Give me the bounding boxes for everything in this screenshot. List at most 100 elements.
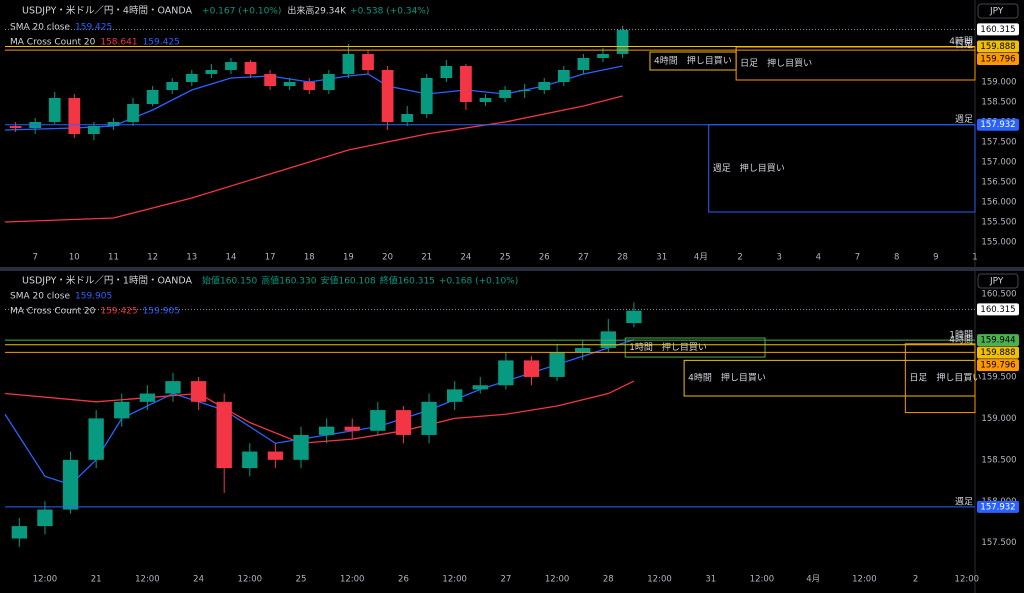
x-tick-label: 2: [737, 253, 742, 263]
candle-body: [283, 82, 296, 86]
candle-body: [362, 54, 374, 70]
y-tick-label: 160.500: [981, 290, 1016, 300]
y-tick-label: 156.000: [981, 198, 1016, 208]
panel-separator: [0, 267, 1024, 271]
y-tick-label: 157.500: [981, 138, 1016, 148]
candle-body: [244, 62, 257, 74]
x-tick-label: 24: [193, 575, 204, 585]
x-tick-label: 18: [304, 253, 315, 263]
y-tick-label: 155.500: [981, 218, 1016, 228]
currency-button[interactable]: [977, 273, 1019, 289]
indicator-value: 159.905: [143, 307, 180, 317]
price-level-tag: 1時間: [949, 330, 973, 341]
x-tick-label: 27: [578, 253, 589, 263]
candle-body: [518, 90, 531, 91]
zone-label: 日足 押し目買い: [909, 372, 981, 384]
symbol-title: USDJPY・米ドル／円・4時間・OANDA: [22, 5, 193, 17]
y-tick-label: 156.500: [981, 178, 1016, 188]
candle-body: [9, 126, 22, 128]
candle-body: [190, 381, 207, 402]
x-tick-label: 31: [705, 575, 716, 585]
candle-body: [395, 410, 412, 435]
x-tick-label: 14: [226, 253, 237, 263]
price-level-tag: 4時間: [949, 36, 973, 47]
price-tag-label: 160.315: [980, 305, 1015, 315]
price-tag-label: 159.796: [980, 361, 1015, 371]
price-level-tag: 4時間: [949, 334, 973, 345]
candle-body: [446, 389, 463, 402]
candle-body: [557, 70, 570, 82]
x-tick-label: 10: [69, 253, 80, 263]
symbol-title: USDJPY・米ドル／円・1時間・OANDA: [22, 275, 193, 287]
x-tick-label: 25: [296, 575, 307, 585]
x-tick-label: 8: [894, 253, 899, 263]
candle-body: [303, 82, 316, 90]
indicator-line: [4, 95, 623, 223]
y-tick-label: 159.000: [981, 414, 1016, 424]
candle-body: [420, 78, 433, 114]
price-tag-label: 159.888: [980, 42, 1015, 52]
volume-change: +0.538 (+0.34%): [350, 7, 429, 17]
price-level-tag: 週足: [955, 114, 973, 125]
candle-body: [538, 82, 551, 90]
candle-body: [139, 393, 156, 402]
candle-body: [575, 347, 591, 353]
x-tick-label: 12:00: [340, 575, 365, 585]
candle-body: [342, 54, 355, 74]
candle-body: [267, 451, 284, 460]
currency-label[interactable]: JPY: [989, 277, 1004, 287]
candle-body: [626, 310, 642, 324]
ohlc-value: 安値160.108: [320, 275, 375, 287]
candle-body: [401, 114, 414, 122]
y-tick-label: 157.000: [981, 158, 1016, 168]
candle-body: [205, 70, 218, 74]
candle-body: [549, 352, 565, 377]
candle-body: [381, 70, 394, 122]
price-change: +0.168 (+0.10%): [439, 277, 518, 287]
price-tag: [977, 334, 1019, 347]
x-tick-label: 1: [972, 253, 977, 263]
candle-body: [165, 381, 181, 394]
zone-box: [735, 46, 976, 81]
x-tick-label: 12:00: [955, 575, 980, 585]
candle-body: [88, 418, 104, 460]
zone-label: 1時間 押し目買い: [629, 341, 707, 353]
indicator-line: [4, 339, 635, 486]
candle-body: [37, 509, 53, 527]
currency-label[interactable]: JPY: [989, 7, 1004, 17]
candle-body: [322, 74, 335, 90]
zone-label: 4時間 押し目買い: [688, 372, 766, 384]
x-tick-label: 28: [603, 575, 614, 585]
x-tick-label: 17: [265, 253, 276, 263]
currency-button[interactable]: [977, 3, 1019, 19]
price-level-tag: 週足: [955, 496, 973, 507]
x-tick-label: 12: [147, 253, 158, 263]
x-tick-label: 11: [108, 253, 119, 263]
candle-body: [499, 90, 511, 98]
ohlc-value: 終値160.315: [380, 275, 435, 287]
candle-body: [421, 401, 437, 435]
price-tag: [977, 118, 1019, 131]
candle-body: [185, 74, 198, 82]
zone-box: [904, 343, 976, 414]
volume: 出来高29.34K: [287, 5, 347, 17]
x-tick-label: 12:00: [647, 575, 672, 585]
indicator-name: SMA 20 close: [10, 23, 70, 33]
candle-body: [114, 401, 130, 419]
zone-label: 週足 押し目買い: [713, 162, 785, 174]
candle-body: [11, 526, 28, 539]
x-tick-label: 4月: [694, 253, 708, 263]
x-tick-label: 2: [913, 575, 918, 585]
price-tag-label: 159.944: [980, 336, 1015, 346]
x-tick-label: 12:00: [750, 575, 775, 585]
candle-body: [216, 401, 232, 469]
candle-body: [166, 82, 179, 90]
x-tick-label: 24: [461, 253, 472, 263]
y-tick-label: 155.000: [981, 238, 1016, 248]
candle-body: [460, 66, 472, 102]
x-tick-label: 26: [539, 253, 550, 263]
indicator-value: 159.905: [75, 292, 112, 302]
zone-box: [624, 337, 766, 358]
indicator-name: MA Cross Count 20: [10, 38, 96, 48]
x-tick-label: 12:00: [852, 575, 877, 585]
